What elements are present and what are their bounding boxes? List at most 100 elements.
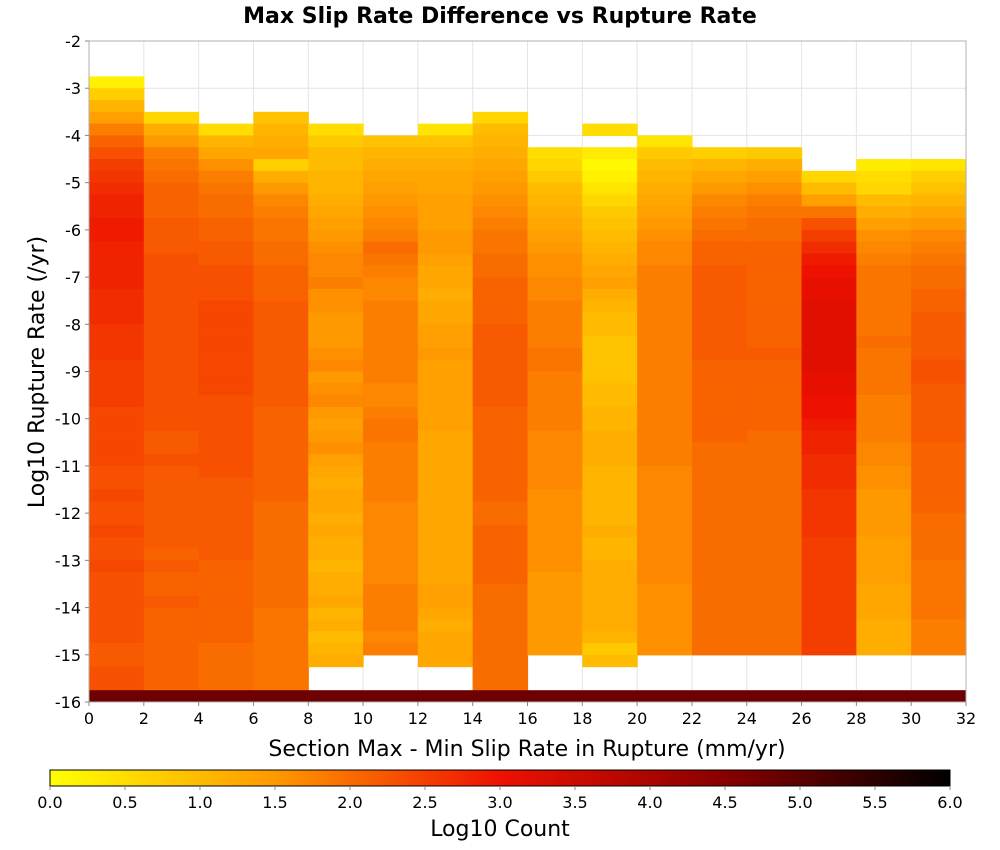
x-tick-label: 8 bbox=[303, 709, 313, 728]
heatmap-cell bbox=[856, 383, 912, 396]
heatmap-cell bbox=[417, 619, 474, 632]
heatmap-cell bbox=[911, 265, 967, 278]
heatmap-cell bbox=[89, 560, 145, 573]
heatmap-cell bbox=[89, 336, 145, 349]
heatmap-cell bbox=[527, 595, 583, 609]
heatmap-cell bbox=[746, 312, 803, 325]
heatmap-cell bbox=[582, 595, 638, 609]
heatmap-cell bbox=[417, 324, 474, 337]
heatmap-cell bbox=[527, 312, 583, 325]
heatmap-cell bbox=[417, 147, 474, 160]
heatmap-cell bbox=[527, 489, 583, 502]
heatmap-cell bbox=[637, 395, 693, 408]
heatmap-cell bbox=[582, 359, 638, 373]
heatmap-cell bbox=[417, 560, 474, 573]
heatmap-cell bbox=[472, 666, 529, 679]
heatmap-cell bbox=[198, 536, 255, 550]
heatmap-cell bbox=[856, 300, 912, 314]
heatmap-cell bbox=[637, 312, 693, 325]
heatmap-cell bbox=[143, 265, 200, 278]
heatmap-cell bbox=[143, 619, 200, 632]
heatmap-cell bbox=[527, 170, 583, 184]
colorbar-tick-label: 0.0 bbox=[37, 793, 62, 812]
heatmap-cell bbox=[856, 206, 912, 219]
heatmap-cell bbox=[856, 619, 912, 632]
heatmap-cell bbox=[911, 454, 967, 467]
x-tick-label: 2 bbox=[139, 709, 149, 728]
heatmap-cell bbox=[856, 418, 912, 432]
heatmap-cell bbox=[198, 595, 255, 609]
heatmap-cell bbox=[143, 548, 200, 561]
heatmap-cell bbox=[856, 359, 912, 373]
heatmap-cell bbox=[911, 206, 967, 219]
heatmap-cell bbox=[637, 501, 693, 514]
heatmap-cell bbox=[582, 442, 638, 455]
heatmap-cell bbox=[363, 265, 419, 278]
heatmap-cell bbox=[527, 229, 583, 243]
heatmap-cell bbox=[582, 170, 638, 184]
heatmap-cell bbox=[253, 548, 309, 561]
heatmap-cell bbox=[308, 560, 364, 573]
heatmap-cell bbox=[253, 477, 309, 491]
heatmap-cell bbox=[308, 454, 364, 467]
heatmap-cell bbox=[363, 513, 419, 526]
heatmap-cell bbox=[911, 288, 967, 302]
heatmap-cell bbox=[198, 501, 255, 514]
heatmap-cell bbox=[746, 418, 803, 432]
colorbar-tick-label: 1.5 bbox=[262, 793, 287, 812]
heatmap-cell bbox=[89, 218, 145, 231]
heatmap-cell bbox=[198, 277, 255, 290]
heatmap-cell bbox=[801, 170, 857, 184]
heatmap-cell bbox=[911, 371, 967, 384]
heatmap-cell bbox=[89, 265, 145, 278]
heatmap-cell bbox=[89, 371, 145, 384]
heatmap-cell bbox=[691, 619, 748, 632]
heatmap-cell bbox=[417, 336, 474, 349]
x-tick-label: 12 bbox=[408, 709, 428, 728]
heatmap-cell bbox=[143, 182, 200, 196]
heatmap-cell bbox=[527, 442, 583, 455]
heatmap-cell bbox=[527, 631, 583, 644]
heatmap-cell bbox=[746, 454, 803, 467]
heatmap-cell bbox=[253, 454, 309, 467]
heatmap-cell bbox=[143, 111, 200, 125]
heatmap-cell bbox=[746, 159, 803, 172]
heatmap-cell bbox=[198, 159, 255, 172]
heatmap-cell bbox=[308, 583, 364, 597]
heatmap-cell bbox=[691, 607, 748, 620]
heatmap-cell bbox=[911, 572, 967, 585]
heatmap-cell bbox=[417, 265, 474, 278]
heatmap-cell bbox=[363, 336, 419, 349]
heatmap-cell bbox=[198, 631, 255, 644]
heatmap-cell bbox=[746, 300, 803, 314]
heatmap-cell bbox=[143, 607, 200, 620]
heatmap-cell bbox=[472, 595, 529, 609]
heatmap-cell bbox=[582, 277, 638, 290]
heatmap-cell bbox=[801, 631, 857, 644]
heatmap-cell bbox=[691, 548, 748, 561]
heatmap-cell bbox=[472, 170, 529, 184]
x-tick-label: 28 bbox=[846, 709, 866, 728]
heatmap-cell bbox=[582, 312, 638, 325]
heatmap-cell bbox=[472, 359, 529, 373]
heatmap-cell bbox=[417, 583, 474, 597]
heatmap-cell bbox=[417, 454, 474, 467]
heatmap-cell bbox=[308, 288, 364, 302]
heatmap-cell bbox=[143, 347, 200, 361]
heatmap-cell bbox=[472, 524, 529, 538]
heatmap-cell bbox=[253, 300, 309, 314]
heatmap-cell bbox=[527, 560, 583, 573]
heatmap-cell bbox=[472, 159, 529, 172]
heatmap-cell bbox=[746, 631, 803, 644]
heatmap-cell bbox=[198, 395, 255, 408]
heatmap-cell bbox=[801, 406, 857, 420]
heatmap-cell bbox=[582, 182, 638, 196]
heatmap-cell bbox=[198, 147, 255, 160]
heatmap-cell bbox=[89, 619, 145, 632]
heatmap-cell bbox=[308, 406, 364, 420]
colorbar-tick-label: 3.0 bbox=[487, 793, 512, 812]
heatmap-cell bbox=[253, 371, 309, 384]
heatmap-cell bbox=[527, 159, 583, 172]
heatmap-cell bbox=[472, 678, 529, 691]
heatmap-cell bbox=[746, 194, 803, 207]
